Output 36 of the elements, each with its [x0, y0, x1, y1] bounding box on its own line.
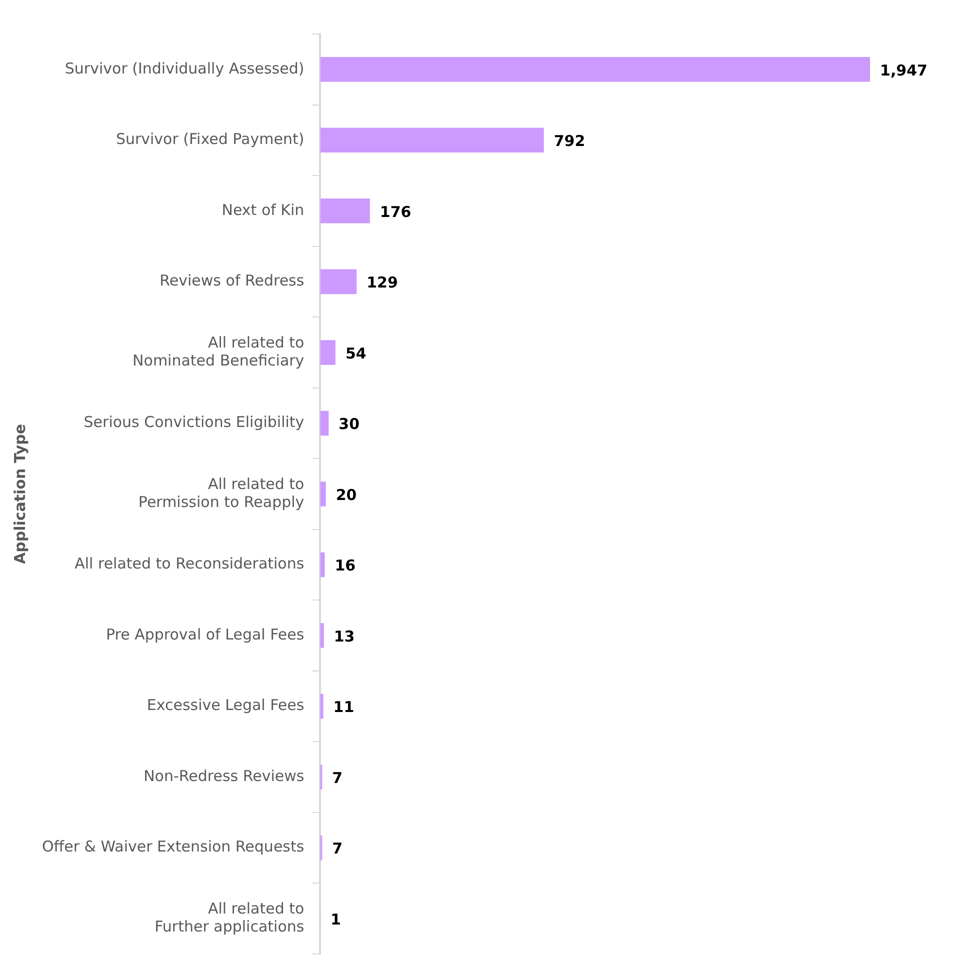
data-label: 1,947: [880, 61, 928, 80]
data-label: 30: [338, 415, 360, 434]
bar: [320, 57, 870, 82]
y-tick-label: All related to Nominated Beneficiary: [132, 333, 304, 370]
y-tick-label: Excessive Legal Fees: [146, 696, 304, 714]
bar: [320, 482, 326, 506]
y-tick-label: Offer & Waiver Extension Requests: [42, 838, 304, 856]
data-label: 7: [332, 768, 343, 787]
y-tick-label: Reviews of Redress: [160, 272, 304, 290]
data-label: 13: [334, 627, 355, 646]
y-tick-label: Next of Kin: [222, 200, 304, 219]
bar: [320, 198, 370, 224]
bar: [320, 269, 357, 294]
y-tick-label: Survivor (Fixed Payment): [116, 130, 304, 148]
data-label: 20: [336, 486, 357, 504]
y-tick-label: Non-Redress Reviews: [144, 766, 304, 785]
y-tick-label: All related to Reconsiderations: [74, 554, 304, 573]
bar: [320, 340, 336, 365]
y-tick-label: Pre Approval of Legal Fees: [106, 625, 304, 644]
data-label: 792: [554, 132, 586, 150]
y-tick-label: Survivor (Individually Assessed): [64, 59, 304, 78]
y-tick-label: Serious Convictions Eligibility: [84, 413, 304, 432]
data-label: 129: [366, 274, 398, 292]
data-label: 176: [380, 202, 412, 221]
data-label: 11: [333, 698, 354, 716]
bar: [320, 694, 324, 719]
data-label: 54: [345, 344, 366, 362]
bar: [320, 128, 544, 153]
data-label: 1: [330, 910, 341, 929]
y-axis-title: Application Type: [10, 424, 29, 564]
bar: [320, 410, 329, 436]
bar: [320, 623, 324, 648]
data-label: 16: [334, 556, 356, 575]
data-label: 7: [332, 840, 343, 858]
y-tick-label: All related to Further applications: [154, 900, 304, 936]
y-tick-label: All related to Permission to Reapply: [138, 474, 304, 511]
